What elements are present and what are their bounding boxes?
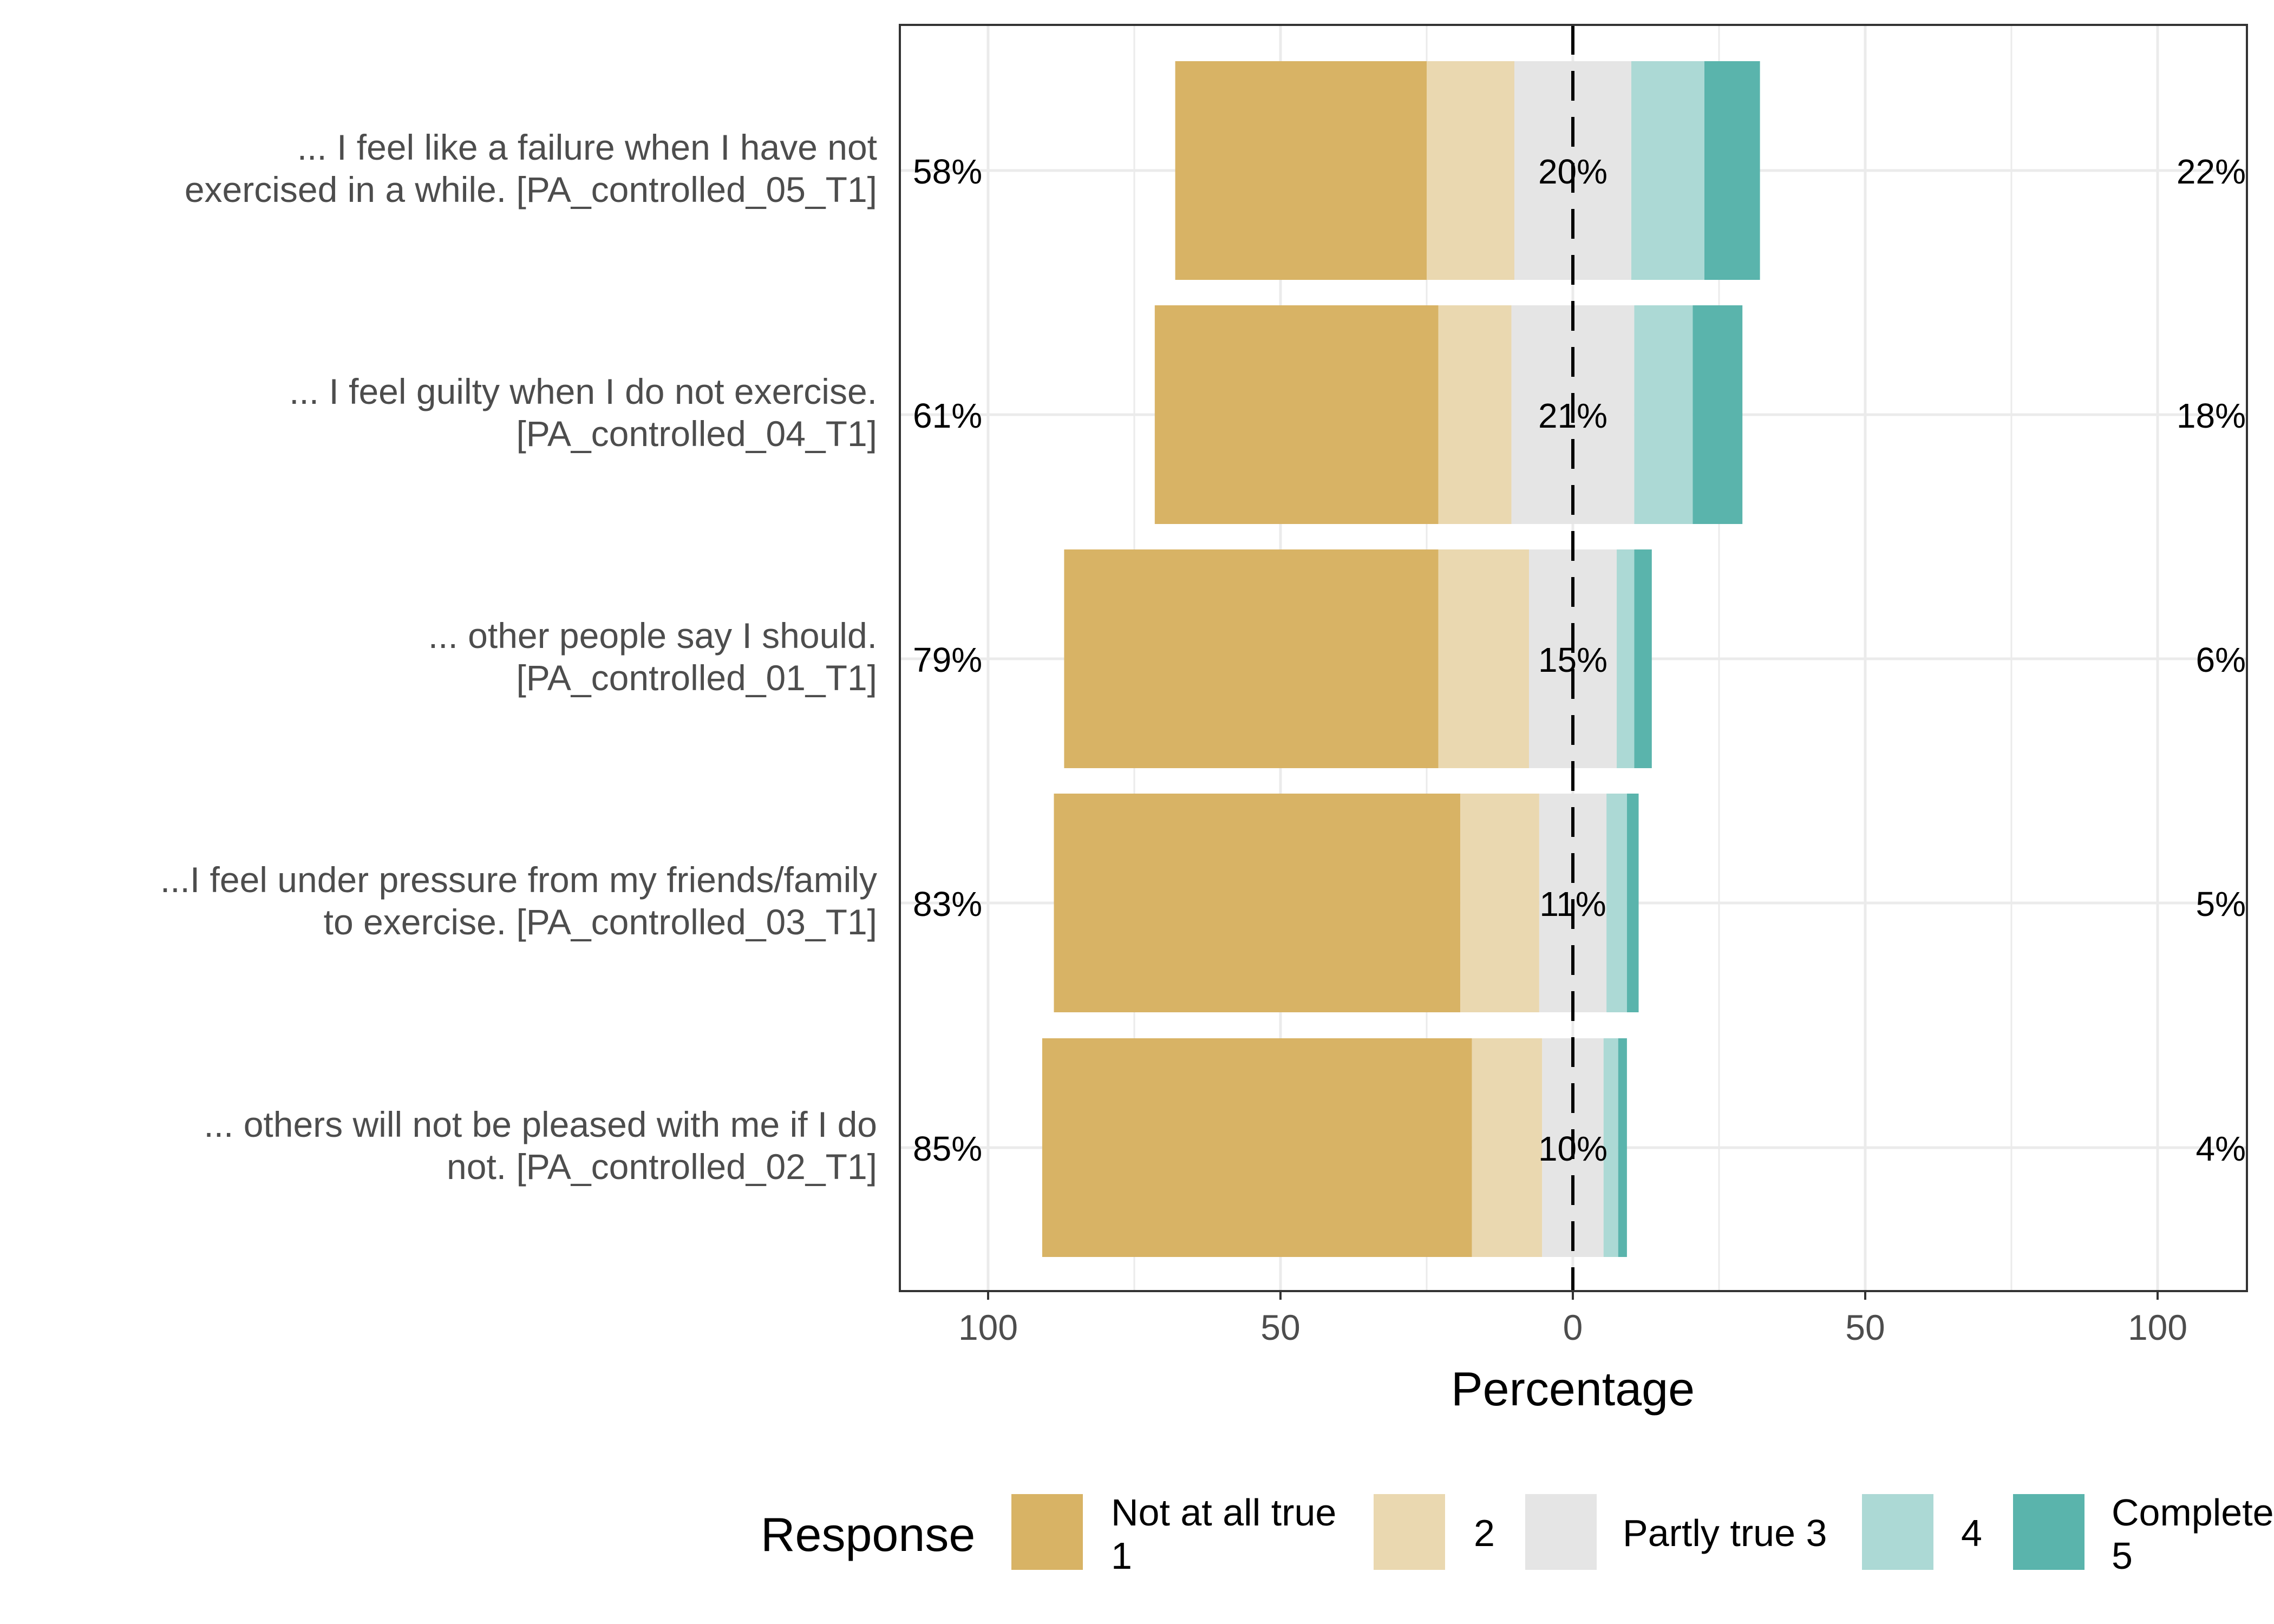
label-center-percent: 21% [1538, 396, 1608, 435]
legend-label-line: 4 [1961, 1512, 1982, 1554]
bar-segment-response-4 [1603, 1038, 1618, 1257]
legend-label-line: 1 [1111, 1535, 1132, 1577]
y-tick-label-line: to exercise. [PA_controlled_03_T1] [324, 902, 877, 942]
y-tick-label: ... I feel like a failure when I have no… [185, 127, 877, 209]
bars-layer [1042, 61, 1760, 1257]
legend-label-1: Not at all true 1 [1111, 1491, 1336, 1577]
label-right-percent: 5% [2196, 885, 2246, 924]
y-tick-label: ...I feel under pressure from my friends… [160, 860, 877, 942]
legend-key-3 [1525, 1494, 1597, 1570]
y-tick-label: ... others will not be pleased with me i… [204, 1104, 877, 1187]
x-tick-label: 100 [2128, 1307, 2187, 1347]
legend-label-5: Complete 5 [2112, 1491, 2274, 1577]
label-right-percent: 18% [2177, 396, 2246, 435]
legend-label-2: 2 [1474, 1512, 1495, 1554]
y-tick-label-line: ... I feel guilty when I do not exercise… [289, 371, 877, 411]
y-tick-label-line: not. [PA_controlled_02_T1] [447, 1147, 877, 1187]
y-tick-label-line: [PA_controlled_04_T1] [516, 414, 877, 454]
bar-segment-response-5 [1618, 1038, 1627, 1257]
bar-segment-response-2 [1460, 794, 1539, 1012]
label-left-percent: 61% [913, 396, 982, 435]
bar-segment-response-1 [1064, 549, 1439, 768]
bar-segment-response-4 [1631, 61, 1704, 280]
y-tick-label-line: ... others will not be pleased with me i… [204, 1104, 877, 1144]
x-tick-label: 100 [958, 1307, 1018, 1347]
label-left-percent: 85% [913, 1129, 982, 1168]
x-tick-label: 50 [1260, 1307, 1300, 1347]
legend-key-4 [1862, 1494, 1933, 1570]
legend-key-2 [1374, 1494, 1445, 1570]
legend-label-line: 5 [2112, 1535, 2133, 1577]
bar-segment-response-5 [1626, 794, 1639, 1012]
y-tick-label: ... I feel guilty when I do not exercise… [289, 371, 877, 454]
label-center-percent: 10% [1538, 1129, 1608, 1168]
bar-segment-response-2 [1472, 1038, 1543, 1257]
bar-segment-response-5 [1693, 305, 1743, 524]
bar-segment-response-1 [1042, 1038, 1472, 1257]
legend-key-5 [2013, 1494, 2084, 1570]
bar-segment-response-4 [1606, 794, 1627, 1012]
bar-segment-response-1 [1175, 61, 1427, 280]
label-center-percent: 20% [1538, 152, 1608, 191]
y-tick-label-line: ... other people say I should. [428, 615, 877, 656]
bar-segment-response-1 [1054, 794, 1461, 1012]
label-left-percent: 79% [913, 640, 982, 679]
bar-segment-response-4 [1617, 549, 1635, 768]
x-tick-label: 0 [1563, 1307, 1583, 1347]
legend-label-4: 4 [1961, 1512, 1982, 1554]
legend-key-1 [1011, 1494, 1083, 1570]
bar-segment-response-2 [1438, 549, 1529, 768]
legend: Response Not at all true 1 2 Partly true 3 4… [761, 1491, 2274, 1577]
y-axis: ... I feel like a failure when I have no… [160, 127, 877, 1187]
x-axis-title: Percentage [1451, 1362, 1695, 1416]
y-tick-label-line: ...I feel under pressure from my friends… [160, 860, 877, 900]
labels-layer: 58% 20% 22% 61% 21% 18% 79% 15% 6% 83% 11% 5% 85% 10%… [913, 152, 2246, 1168]
legend-label-line: Complete [2112, 1491, 2274, 1534]
bar-segment-response-2 [1438, 305, 1512, 524]
legend-label-line: Not at all true [1111, 1491, 1336, 1534]
x-tick-label: 50 [1845, 1307, 1885, 1347]
y-tick-label: ... other people say I should. [PA_contro… [428, 615, 877, 698]
legend-label-line: Partly true 3 [1623, 1512, 1827, 1554]
label-left-percent: 83% [913, 885, 982, 924]
bar-segment-response-5 [1704, 61, 1760, 280]
legend-label-line: 2 [1474, 1512, 1495, 1554]
legend-label-3: Partly true 3 [1623, 1512, 1827, 1554]
label-left-percent: 58% [913, 152, 982, 191]
bar-segment-response-5 [1634, 549, 1652, 768]
label-right-percent: 6% [2196, 640, 2246, 679]
label-right-percent: 4% [2196, 1129, 2246, 1168]
legend-title: Response [761, 1508, 975, 1561]
bar-segment-response-2 [1427, 61, 1514, 280]
y-tick-label-line: ... I feel like a failure when I have no… [297, 127, 877, 167]
label-center-percent: 11% [1539, 885, 1606, 924]
y-tick-label-line: exercised in a while. [PA_controlled_05_… [185, 169, 877, 209]
bar-segment-response-4 [1634, 305, 1693, 524]
x-axis: Percentage 100 50 0 50 100 [958, 1291, 2187, 1416]
bar-segment-response-1 [1154, 305, 1439, 524]
y-tick-label-line: [PA_controlled_01_T1] [516, 658, 877, 698]
label-right-percent: 22% [2177, 152, 2246, 191]
label-center-percent: 15% [1538, 640, 1608, 679]
